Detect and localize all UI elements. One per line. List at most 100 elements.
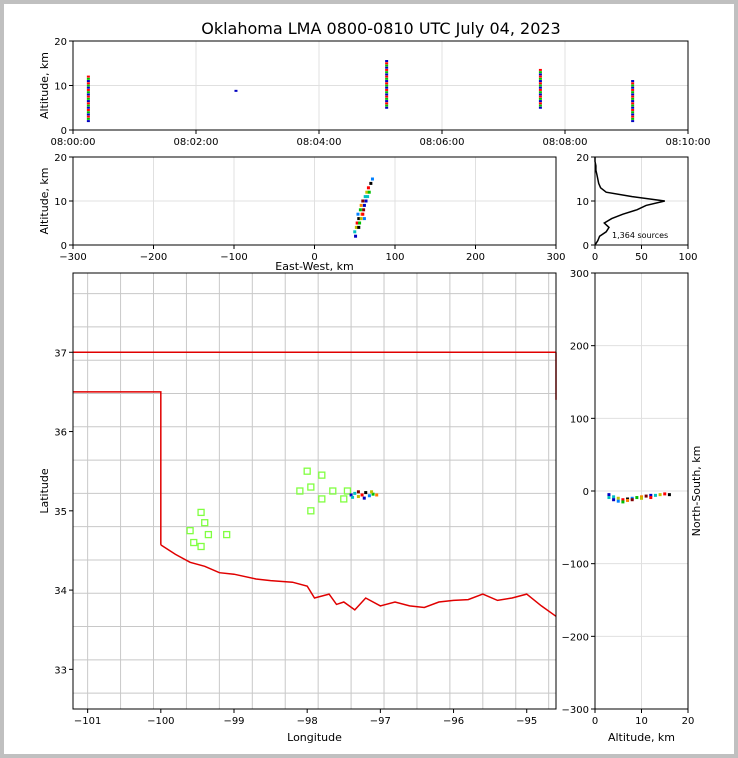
ew-xtick-label: 100 [385, 252, 404, 263]
th-source [385, 97, 389, 100]
plan-source [367, 494, 371, 498]
th-source [385, 93, 389, 96]
th-source [86, 77, 90, 80]
ew-source [364, 199, 368, 203]
th-source [86, 86, 90, 89]
th-source [538, 102, 542, 105]
ew-frame [72, 156, 557, 246]
ew-source [358, 221, 362, 225]
hist-profile-line [594, 157, 665, 246]
ns-source [649, 496, 653, 500]
ns-source [649, 493, 653, 497]
ns-xtick-label: 0 [592, 716, 598, 727]
ew-source [370, 177, 374, 181]
th-source [385, 102, 389, 105]
ew-source [361, 199, 365, 203]
pv-xtick-label: −100 [147, 716, 174, 727]
th-source [86, 102, 90, 105]
ns-source [621, 498, 625, 502]
ew-xtick-label: 300 [546, 252, 565, 263]
map-boundaries [73, 273, 557, 709]
hist-xtick-label: 50 [635, 252, 648, 263]
th-ylabel: Altitude, km [38, 52, 51, 119]
th-source [538, 95, 542, 98]
lma-station-marker [204, 530, 213, 539]
th-source [86, 82, 90, 85]
ns-source [658, 493, 662, 497]
lma-station-marker [201, 519, 209, 527]
th-source [538, 86, 542, 89]
hist-ytick-label: 20 [576, 153, 589, 164]
th-source [538, 80, 542, 83]
th-xtick-label: 08:02:00 [174, 137, 219, 148]
ns-ytick-label: 0 [583, 487, 589, 498]
th-source [234, 89, 238, 92]
plan-source [351, 495, 355, 499]
th-source [631, 115, 635, 118]
th-source [385, 71, 389, 74]
th-source [631, 120, 635, 123]
th-source [385, 100, 389, 103]
th-source [538, 100, 542, 103]
plan-source [356, 490, 360, 494]
th-source [86, 108, 90, 111]
plan-source [364, 491, 368, 495]
th-source [385, 91, 389, 94]
th-source [538, 104, 542, 107]
lma-station-marker [307, 507, 315, 515]
plan-source [370, 490, 374, 494]
ns-xtick-label: 10 [635, 716, 648, 727]
plan-source [360, 493, 364, 497]
th-source [385, 104, 389, 107]
ns-source [630, 498, 634, 502]
pv-xtick-label: −95 [516, 716, 537, 727]
th-source [86, 97, 90, 100]
ew-source [359, 203, 363, 207]
th-source [385, 64, 389, 67]
ew-source [362, 217, 366, 221]
lma-station-marker [197, 508, 205, 517]
ew-source [356, 212, 360, 216]
ew-xtick-label: −200 [140, 252, 167, 263]
ns-source [612, 498, 616, 502]
ns-source [607, 493, 611, 497]
ew-source [357, 217, 361, 221]
th-source [385, 73, 389, 76]
figure-title: Oklahoma LMA 0800-0810 UTC July 04, 2023 [201, 19, 560, 38]
ew-xtick-label: −300 [59, 252, 86, 263]
th-source [631, 86, 635, 89]
th-source [631, 108, 635, 111]
th-xtick-label: 08:10:00 [666, 137, 711, 148]
ew-source [353, 230, 357, 234]
th-xtick-label: 08:04:00 [297, 137, 342, 148]
th-source [385, 106, 389, 109]
th-source [538, 77, 542, 80]
lma-station-marker [329, 487, 337, 495]
ns-xlabel: Altitude, km [608, 731, 675, 744]
lma-station-marker [223, 530, 231, 539]
ew-source [354, 234, 358, 238]
pv-xtick-label: −99 [223, 716, 244, 727]
th-source [385, 62, 389, 65]
ew-xtick-label: 0 [311, 252, 317, 263]
th-xtick-label: 08:06:00 [420, 137, 465, 148]
ns-source [616, 496, 620, 500]
ew-ytick-label: 0 [61, 241, 67, 252]
ew-source [369, 181, 373, 185]
th-source [86, 104, 90, 107]
ns-ytick-label: 100 [570, 414, 589, 425]
figure-frame: Oklahoma LMA 0800-0810 UTC July 04, 2023… [4, 4, 734, 754]
plan-source [371, 492, 375, 496]
ns-ytick-label: 200 [570, 342, 589, 353]
plan-source [362, 496, 366, 500]
th-source [631, 111, 635, 114]
plan-source [375, 493, 379, 497]
lma-station-marker [303, 467, 311, 475]
th-ytick-label: 20 [54, 37, 67, 48]
lma-station-marker [186, 526, 194, 535]
hist-ytick-label: 0 [583, 241, 589, 252]
th-source [631, 113, 635, 116]
plan-source [353, 491, 357, 495]
th-source [631, 93, 635, 96]
th-source [86, 88, 90, 91]
